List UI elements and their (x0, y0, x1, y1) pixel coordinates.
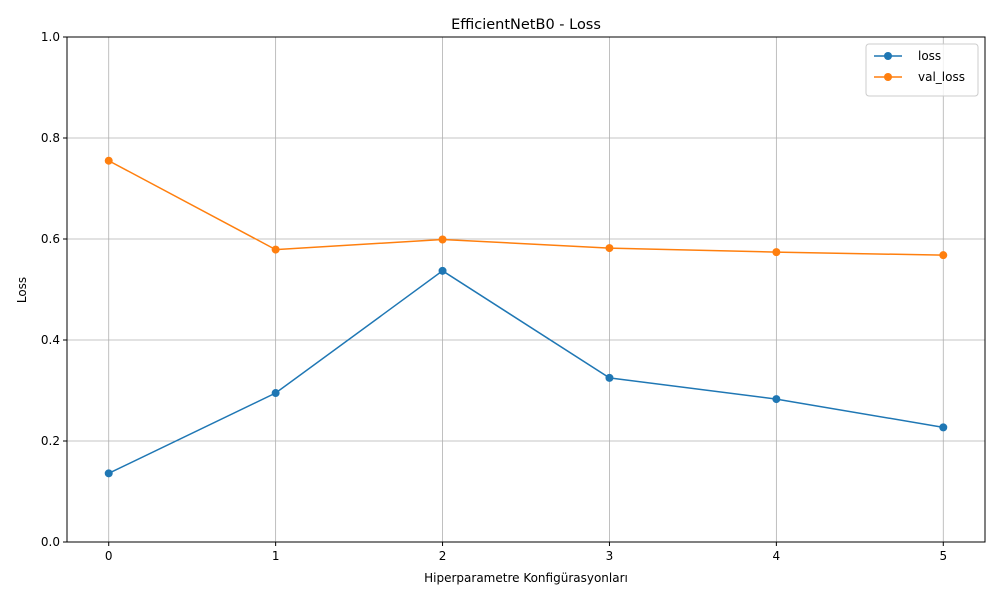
data-point-loss (605, 373, 614, 382)
x-tick-label: 2 (439, 549, 447, 563)
x-axis-label: Hiperparametre Konfigürasyonları (424, 571, 628, 585)
data-point-val-loss (104, 156, 113, 165)
plot-frame (66, 36, 986, 543)
legend-marker-val-loss (884, 73, 892, 81)
data-point-loss (438, 266, 447, 275)
data-point-val-loss (271, 245, 280, 254)
data-point-val-loss (438, 235, 447, 244)
legend-marker-loss (884, 52, 892, 60)
x-tick-label: 3 (606, 549, 614, 563)
legend-label-loss: loss (918, 49, 941, 63)
x-axis: 0 1 2 3 4 5 (105, 542, 947, 563)
x-tick-label: 1 (272, 549, 280, 563)
x-tick-label: 5 (939, 549, 947, 563)
legend-label-val-loss: val_loss (918, 70, 965, 84)
series-layer (104, 156, 948, 478)
y-tick-label: 0.6 (41, 232, 60, 246)
chart-title: EfficientNetB0 - Loss (451, 17, 601, 33)
y-tick-label: 0.2 (41, 434, 60, 448)
x-tick-label: 0 (105, 549, 113, 563)
y-tick-label: 0.8 (41, 131, 60, 145)
series-line-val-loss (108, 160, 944, 256)
legend: loss val_loss (865, 43, 979, 97)
data-point-loss (271, 389, 280, 398)
data-point-loss (772, 395, 781, 404)
data-point-val-loss (772, 248, 781, 257)
x-tick-label: 4 (773, 549, 781, 563)
y-axis-label: Loss (15, 277, 29, 303)
data-point-loss (939, 423, 948, 432)
y-axis: 0.0 0.2 0.4 0.6 0.8 1.0 (41, 30, 67, 549)
data-point-loss (104, 469, 113, 478)
data-point-val-loss (605, 244, 614, 253)
y-tick-label: 0.0 (41, 535, 60, 549)
series-line-loss (108, 269, 944, 474)
y-tick-label: 0.4 (41, 333, 60, 347)
y-tick-label: 1.0 (41, 30, 60, 44)
data-point-val-loss (939, 251, 948, 260)
legend-box (865, 43, 979, 97)
